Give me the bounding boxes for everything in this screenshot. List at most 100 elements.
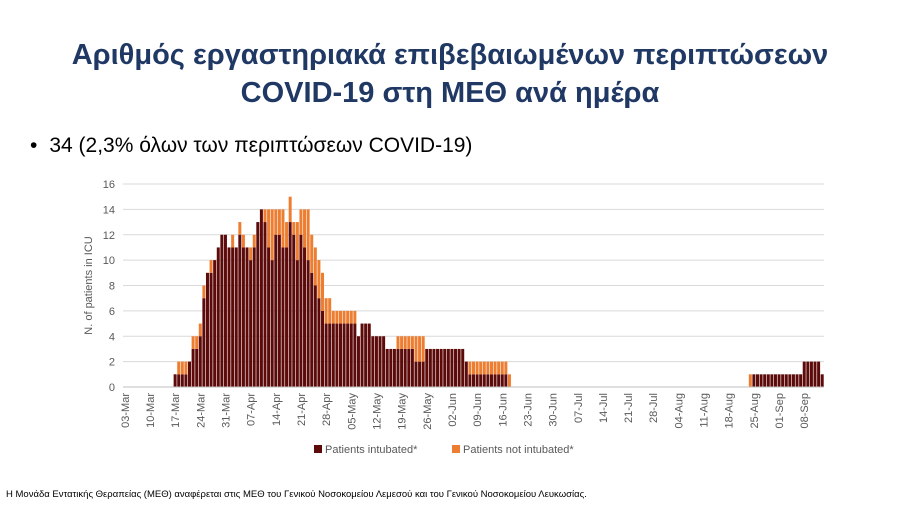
bar-not-intubated xyxy=(277,209,281,235)
bar-intubated xyxy=(335,323,339,387)
x-tick-label: 09-Jun xyxy=(472,393,484,427)
bar-not-intubated xyxy=(353,310,357,324)
legend-label: Patients not intubated* xyxy=(463,444,574,456)
title-line-1: Αριθμός εργαστηριακά επιβεβαιωμένων περι… xyxy=(71,39,829,71)
bar-intubated xyxy=(202,298,206,387)
bar-not-intubated xyxy=(202,285,206,299)
bar-intubated xyxy=(421,361,425,387)
y-tick-label: 2 xyxy=(109,357,115,369)
bar-not-intubated xyxy=(475,361,479,375)
bar-not-intubated xyxy=(281,209,285,248)
bar-intubated xyxy=(306,260,310,387)
bar-intubated xyxy=(450,348,454,387)
bar-intubated xyxy=(277,234,281,387)
y-tick-label: 10 xyxy=(103,255,115,267)
slide-title: Αριθμός εργαστηριακά επιβεβαιωμένων περι… xyxy=(0,36,900,112)
bar-intubated xyxy=(457,348,461,387)
bar-intubated xyxy=(479,374,483,387)
bar-intubated xyxy=(809,361,813,387)
bar-not-intubated xyxy=(421,336,425,362)
bar-intubated xyxy=(493,374,497,387)
x-tick-label: 19-May xyxy=(397,393,409,430)
bar-intubated xyxy=(497,374,501,387)
bar-intubated xyxy=(241,247,245,387)
bar-intubated xyxy=(324,323,328,387)
bar-not-intubated xyxy=(486,361,490,375)
x-tick-label: 31-Mar xyxy=(220,393,232,428)
bar-intubated xyxy=(464,361,468,387)
bar-intubated xyxy=(472,374,475,387)
y-tick-label: 8 xyxy=(109,281,115,293)
bar-intubated xyxy=(216,247,220,387)
bar-not-intubated xyxy=(346,310,350,324)
y-tick-label: 6 xyxy=(109,306,115,318)
bar-not-intubated xyxy=(748,374,752,387)
bar-intubated xyxy=(759,374,763,387)
bar-not-intubated xyxy=(335,310,339,324)
bar-not-intubated xyxy=(507,374,511,387)
bar-not-intubated xyxy=(338,310,342,324)
bar-intubated xyxy=(817,361,821,387)
x-tick-label: 25-Aug xyxy=(749,393,761,428)
bar-intubated xyxy=(432,348,436,387)
bar-not-intubated xyxy=(342,310,346,324)
bar-not-intubated xyxy=(252,234,256,248)
title-line-2: COVID-19 στη ΜΕΘ ανά ημέρα xyxy=(240,77,660,109)
bar-intubated xyxy=(274,234,278,387)
y-tick-label: 16 xyxy=(103,179,115,191)
bar-not-intubated xyxy=(313,247,317,286)
bar-intubated xyxy=(234,247,238,387)
bar-intubated xyxy=(188,361,192,387)
bar-intubated xyxy=(813,361,817,387)
bar-intubated xyxy=(256,222,260,387)
bar-intubated xyxy=(806,361,810,387)
bar-not-intubated xyxy=(177,361,181,375)
bar-intubated xyxy=(198,336,202,387)
y-tick-label: 12 xyxy=(103,230,115,242)
bar-not-intubated xyxy=(349,310,353,324)
bar-intubated xyxy=(360,323,364,387)
bar-intubated xyxy=(292,234,296,387)
x-tick-label: 28-Apr xyxy=(321,393,333,426)
bar-not-intubated xyxy=(328,298,332,324)
bar-not-intubated xyxy=(184,361,188,375)
x-tick-label: 03-Mar xyxy=(120,393,132,428)
bar-intubated xyxy=(285,247,289,387)
y-axis-label: N. of patients in ICU xyxy=(83,236,95,334)
x-tick-label: 28-Jul xyxy=(648,393,660,423)
bar-intubated xyxy=(252,247,256,387)
bar-not-intubated xyxy=(306,209,310,261)
bar-not-intubated xyxy=(324,298,328,324)
bar-intubated xyxy=(349,323,353,387)
bar-not-intubated xyxy=(292,222,296,235)
bar-intubated xyxy=(461,348,465,387)
bar-intubated xyxy=(281,247,285,387)
x-tick-label: 23-Jun xyxy=(522,393,534,427)
bar-intubated xyxy=(489,374,493,387)
x-tick-label: 10-Mar xyxy=(145,393,157,428)
bar-intubated xyxy=(374,336,378,387)
bar-not-intubated xyxy=(238,222,242,235)
bar-intubated xyxy=(443,348,447,387)
bar-intubated xyxy=(755,374,759,387)
bar-not-intubated xyxy=(285,222,289,248)
bar-not-intubated xyxy=(414,336,418,362)
bar-intubated xyxy=(353,323,357,387)
bullet-point: • 34 (2,3% όλων των περιπτώσεων COVID-19) xyxy=(30,134,472,158)
x-tick-label: 07-Apr xyxy=(246,393,258,426)
bar-intubated xyxy=(382,336,386,387)
bar-intubated xyxy=(439,348,443,387)
bar-intubated xyxy=(342,323,346,387)
x-tick-label: 04-Aug xyxy=(673,393,685,428)
bar-intubated xyxy=(389,348,393,387)
bar-not-intubated xyxy=(180,361,184,375)
bar-intubated xyxy=(184,374,188,387)
bar-intubated xyxy=(245,247,249,387)
bar-intubated xyxy=(752,374,756,387)
bar-intubated xyxy=(799,374,803,387)
bar-intubated xyxy=(454,348,458,387)
bar-intubated xyxy=(763,374,767,387)
bar-intubated xyxy=(338,323,342,387)
x-tick-label: 02-Jun xyxy=(447,393,459,427)
bar-not-intubated xyxy=(400,336,404,349)
